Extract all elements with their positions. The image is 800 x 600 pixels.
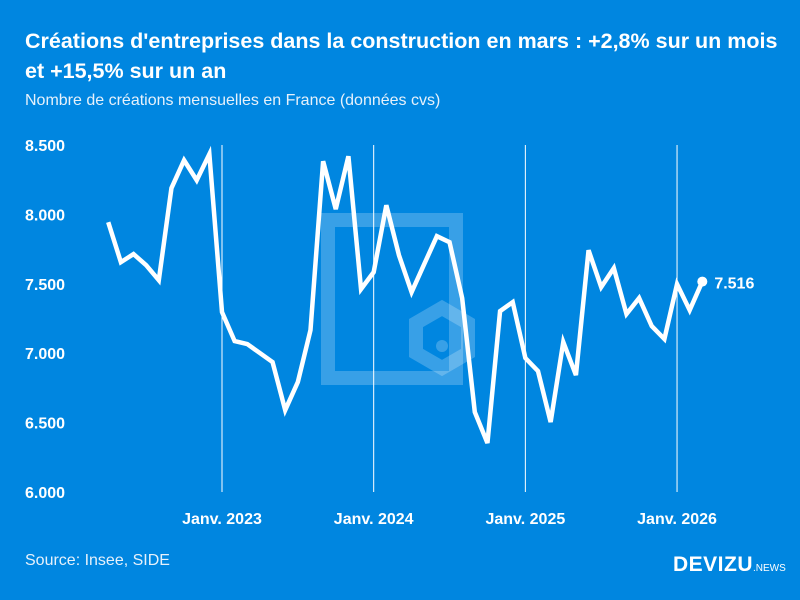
series-line [106, 145, 705, 444]
y-tick-label: 8.500 [25, 138, 65, 155]
x-tick-label: Janv. 2024 [334, 511, 414, 528]
x-tick-label: Janv. 2025 [485, 511, 565, 528]
x-tick-label: Janv. 2023 [182, 511, 262, 528]
y-tick-label: 6.000 [25, 485, 65, 502]
y-tick-label: 6.500 [25, 416, 65, 433]
source-note: Source: Insee, SIDE [25, 552, 170, 569]
chart-subtitle: Nombre de créations mensuelles en France… [25, 92, 441, 109]
x-tick-label: Janv. 2026 [637, 511, 717, 528]
y-tick-label: 8.000 [25, 207, 65, 224]
last-value-label: 7.516 [714, 276, 754, 293]
last-point-marker [697, 276, 708, 287]
y-tick-label: 7.000 [25, 346, 65, 363]
devizu-logo: DEVIZU.NEWS [673, 553, 786, 576]
chart-title: Créations d'entreprises dans la construc… [25, 29, 778, 83]
y-tick-label: 7.500 [25, 277, 65, 294]
